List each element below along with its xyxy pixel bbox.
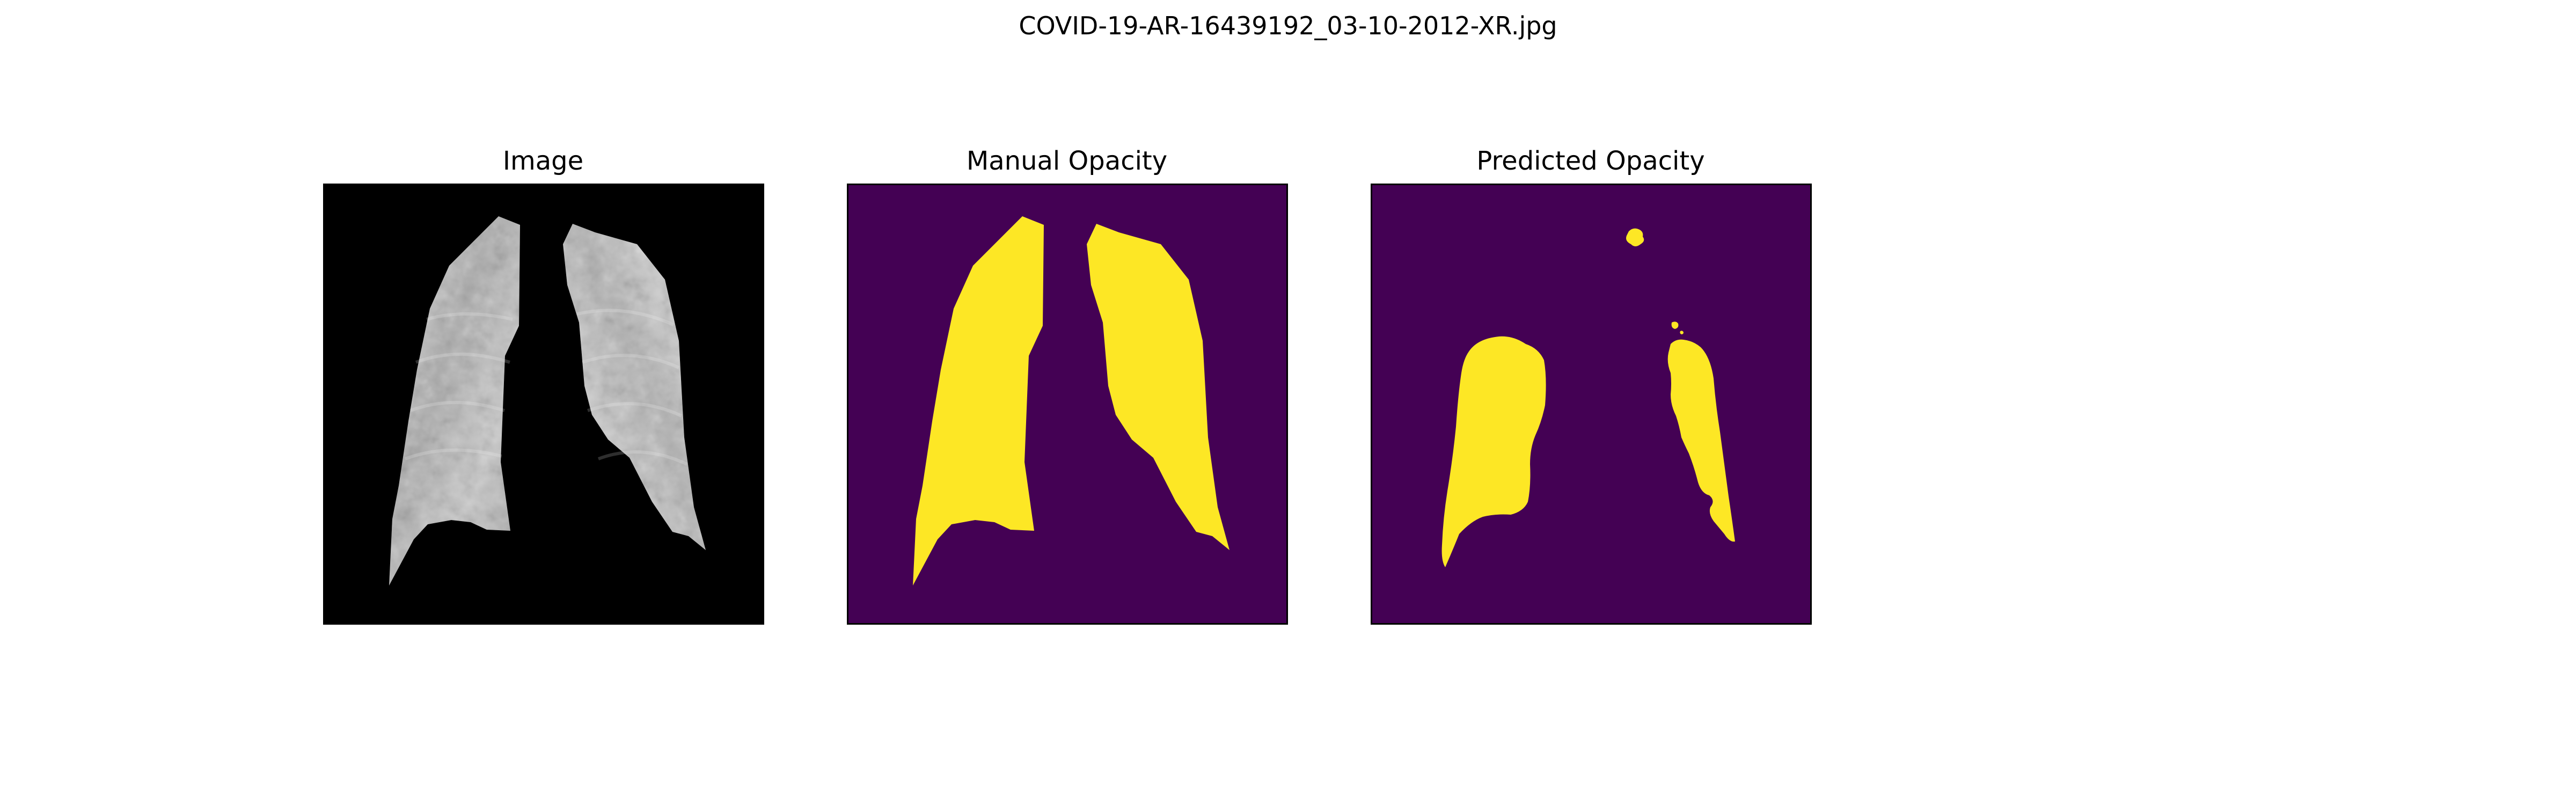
predicted-right-region: [1667, 339, 1735, 542]
panel-title-predicted-opacity: Predicted Opacity: [1476, 146, 1705, 176]
chest-xray-image: [325, 185, 763, 623]
lung-mask-image: [848, 185, 1286, 623]
predicted-left-region: [1441, 336, 1546, 567]
predicted-speck: [1671, 321, 1679, 329]
predicted-mask-frame: [1371, 184, 1812, 625]
predicted-blob-top: [1626, 228, 1644, 246]
xray-frame: [323, 184, 764, 625]
panel-title-image: Image: [502, 146, 584, 176]
manual-right-lung-mask: [1087, 224, 1230, 550]
manual-mask-frame: [847, 184, 1288, 625]
panel-title-manual-opacity: Manual Opacity: [966, 146, 1168, 176]
opacity-prediction-image: [1372, 185, 1810, 623]
manual-left-lung-mask: [913, 216, 1044, 586]
predicted-speck: [1680, 331, 1684, 334]
figure-title: COVID-19-AR-16439192_03-10-2012-XR.jpg: [1019, 11, 1557, 40]
